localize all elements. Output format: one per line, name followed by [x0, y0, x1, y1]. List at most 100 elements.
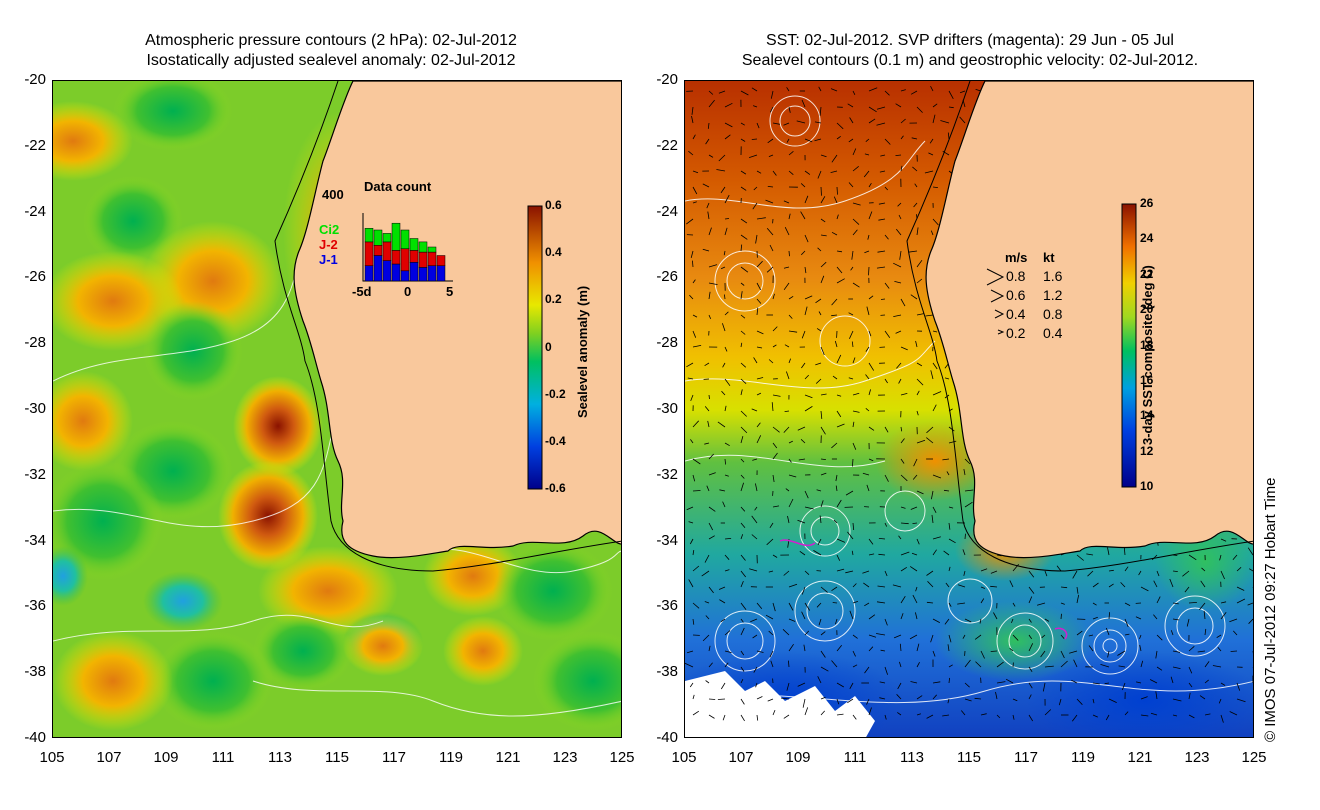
- velocity-arrow: [916, 490, 924, 495]
- velocity-arrow: [720, 682, 726, 690]
- velocity-arrow: [724, 458, 726, 465]
- x-tick-label: 121: [1127, 749, 1153, 766]
- colorbar-tick: -0.2: [545, 386, 566, 401]
- velocity-arrow: [708, 314, 712, 320]
- velocity-legend-ms: 0.8: [1006, 268, 1026, 284]
- velocity-arrow: [948, 602, 952, 607]
- colorbar-tick: 10: [1140, 479, 1154, 493]
- velocity-arrow: [804, 266, 807, 274]
- velocity-arrow: [688, 521, 694, 524]
- velocity-arrow: [740, 389, 743, 396]
- x-tick-label: 111: [211, 749, 235, 766]
- inset-bar-blue: [418, 267, 428, 282]
- velocity-arrow: [932, 103, 938, 108]
- velocity-arrow: [1170, 676, 1174, 684]
- velocity-arrow: [722, 323, 726, 332]
- velocity-arrow: [766, 228, 774, 236]
- velocity-arrow: [783, 570, 790, 576]
- velocity-arrow: [820, 410, 823, 419]
- velocity-arrow: [867, 234, 870, 240]
- velocity-arrow: [772, 170, 777, 176]
- velocity-arrow: [1220, 538, 1227, 542]
- velocity-arrow: [804, 406, 813, 412]
- velocity-arrow: [945, 582, 950, 588]
- velocity-arrow: [797, 519, 806, 524]
- velocity-arrow: [916, 662, 920, 668]
- velocity-arrow: [964, 533, 966, 540]
- velocity-arrow: [820, 186, 822, 196]
- velocity-arrow: [963, 570, 966, 576]
- velocity-arrow: [799, 550, 806, 556]
- velocity-arrow: [946, 471, 950, 476]
- velocity-arrow: [852, 165, 859, 172]
- velocity-arrow: [692, 458, 701, 465]
- velocity-arrow: [740, 342, 743, 348]
- velocity-arrow: [772, 452, 778, 460]
- velocity-arrow: [756, 260, 763, 268]
- velocity-arrow: [702, 183, 710, 188]
- velocity-arrow: [1252, 235, 1253, 236]
- velocity-arrow: [836, 713, 844, 716]
- velocity-arrow: [1140, 714, 1149, 717]
- velocity-arrow: [832, 602, 838, 604]
- velocity-arrow: [756, 696, 763, 700]
- velocity-arrow: [957, 602, 966, 605]
- velocity-arrow: [895, 228, 902, 236]
- velocity-arrow: [692, 260, 694, 268]
- velocity-arrow: [689, 294, 694, 300]
- velocity-arrow: [900, 298, 906, 307]
- inset-title: Data count: [364, 179, 432, 194]
- velocity-arrow: [820, 458, 826, 460]
- velocity-arrow: [783, 122, 790, 126]
- velocity-arrow: [897, 682, 902, 690]
- velocity-arrow: [691, 106, 694, 115]
- velocity-arrow: [900, 595, 906, 604]
- velocity-arrow: [1204, 713, 1211, 716]
- velocity-arrow: [1088, 645, 1094, 652]
- velocity-arrow: [692, 279, 696, 284]
- velocity-arrow: [1076, 586, 1079, 594]
- velocity-arrow: [884, 666, 888, 675]
- velocity-arrow: [1028, 618, 1032, 623]
- velocity-arrow: [814, 121, 822, 124]
- velocity-arrow: [1028, 694, 1032, 700]
- velocity-arrow: [964, 489, 974, 492]
- velocity-arrow: [878, 202, 886, 205]
- inset-bar-blue: [364, 265, 374, 282]
- velocity-arrow: [815, 362, 822, 366]
- velocity-arrow: [753, 357, 758, 364]
- velocity-arrow: [783, 266, 790, 269]
- velocity-arrow: [1151, 554, 1158, 561]
- velocity-arrow: [868, 707, 872, 716]
- velocity-arrow: [692, 618, 695, 625]
- velocity-arrow: [740, 666, 745, 672]
- y-tick-label: -20: [656, 71, 678, 88]
- velocity-arrow: [788, 618, 796, 622]
- velocity-arrow: [771, 402, 774, 412]
- velocity-arrow: [910, 681, 918, 684]
- velocity-arrow: [1076, 554, 1084, 561]
- velocity-arrow: [817, 676, 822, 684]
- velocity-arrow: [831, 231, 838, 236]
- velocity-arrow: [942, 150, 950, 156]
- velocity-arrow: [1121, 682, 1126, 691]
- velocity-arrow: [782, 629, 790, 636]
- velocity-arrow: [708, 99, 715, 108]
- velocity-arrow: [1028, 634, 1033, 640]
- inset-bar-green: [418, 241, 428, 253]
- velocity-arrow: [1071, 714, 1078, 722]
- velocity-arrow: [813, 550, 822, 556]
- velocity-arrow: [848, 377, 854, 380]
- velocity-arrow: [820, 500, 824, 508]
- velocity-arrow: [750, 618, 758, 623]
- velocity-arrow: [866, 484, 870, 492]
- velocity-arrow: [815, 378, 822, 384]
- inset-bar-blue: [391, 263, 401, 282]
- velocity-arrow: [1218, 698, 1222, 704]
- x-tick-label: 111: [843, 749, 867, 766]
- velocity-arrow: [1028, 682, 1033, 689]
- velocity-arrow: [1199, 695, 1206, 700]
- velocity-arrow: [852, 421, 855, 428]
- velocity-arrow: [930, 230, 934, 236]
- inset-bar-green: [382, 233, 392, 243]
